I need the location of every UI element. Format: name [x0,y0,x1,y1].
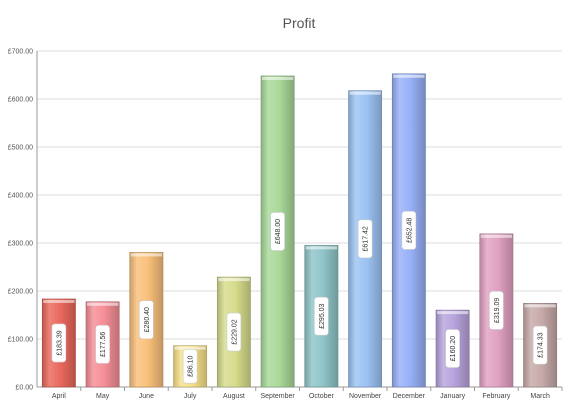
data-label-text: £229.02 [231,319,238,344]
data-label-may: £177.56 [95,325,110,364]
gridlines [37,50,562,388]
y-tick-label: £700.00 [8,49,33,56]
data-label-box [270,212,285,251]
data-label-box [226,312,242,352]
data-label-text: £177.56 [100,332,107,357]
data-label-box [51,323,67,363]
data-label-text: £280.40 [144,307,151,332]
x-tick-label: June [139,393,154,400]
bar-highlight [524,304,556,308]
data-label-august: £229.02 [226,312,242,352]
x-tick-label: January [440,393,465,400]
data-label-text: £319.09 [494,298,501,323]
bar-highlight [87,302,119,306]
data-label-box [182,349,198,384]
bar-highlight [218,278,250,282]
data-label-december: £652.48 [401,211,417,250]
data-label-text: £174.33 [538,332,545,357]
y-tick-label: £200.00 [8,289,33,296]
x-tick-label: May [96,393,110,400]
y-tick-label: £0.00 [15,385,33,392]
x-tick-label: October [309,393,335,400]
data-label-text: £648.00 [275,219,282,244]
data-label-text: £86.10 [188,356,195,378]
data-label-october: £295.03 [314,296,329,336]
x-tick-label: February [482,393,511,400]
data-label-january: £160.20 [445,329,460,368]
x-tick-label: April [52,393,66,400]
data-label-june: £280.40 [139,300,154,340]
data-label-april: £183.39 [51,323,67,363]
bar-highlight [349,91,381,95]
data-label-july: £86.10 [182,349,198,384]
bar-highlight [262,76,294,80]
y-tick-label: £300.00 [8,241,33,248]
data-label-february: £319.09 [489,291,504,330]
data-label-text: £617.42 [363,226,370,251]
x-tick-label: August [223,393,245,400]
x-tick-label: December [393,393,426,400]
data-label-text: £295.03 [319,303,326,328]
data-label-text: £652.48 [406,218,413,243]
x-tick-label: July [184,393,197,400]
x-tick-label: March [530,393,550,400]
bar-highlight [43,299,75,303]
data-label-box [401,211,417,250]
x-tick-label: September [261,393,296,400]
data-label-text: £160.20 [450,336,457,361]
data-label-box [314,296,329,336]
y-tick-label: £600.00 [8,97,33,104]
data-label-november: £617.42 [357,219,373,259]
data-label-box [532,325,548,365]
data-label-box [445,329,460,368]
data-label-march: £174.33 [532,325,548,365]
axes: £0.00 £100.00 £200.00 £300.00 £400.00 £500.00… [8,49,563,400]
y-tick-label: £500.00 [8,145,33,152]
data-label-box [357,219,373,259]
y-tick-label: £400.00 [8,193,33,200]
bar-highlight [130,253,162,257]
x-tick-label: November [349,393,382,400]
data-label-text: £183.39 [56,330,63,355]
bars [41,73,558,388]
data-label-box [489,291,504,330]
data-label-box [139,300,154,340]
bar-highlight [437,311,469,315]
bar-highlight [393,74,425,78]
bar-highlight [305,246,337,250]
bar-highlight [480,234,512,238]
data-label-box [95,325,110,364]
chart-title: Profit [283,15,316,31]
y-tick-label: £100.00 [8,337,33,344]
data-label-september: £648.00 [270,212,285,251]
value-labels: £183.39 £177.56 £280.40 £86.10 £229.02 £648.0… [51,211,548,384]
bar-highlight [174,346,206,350]
